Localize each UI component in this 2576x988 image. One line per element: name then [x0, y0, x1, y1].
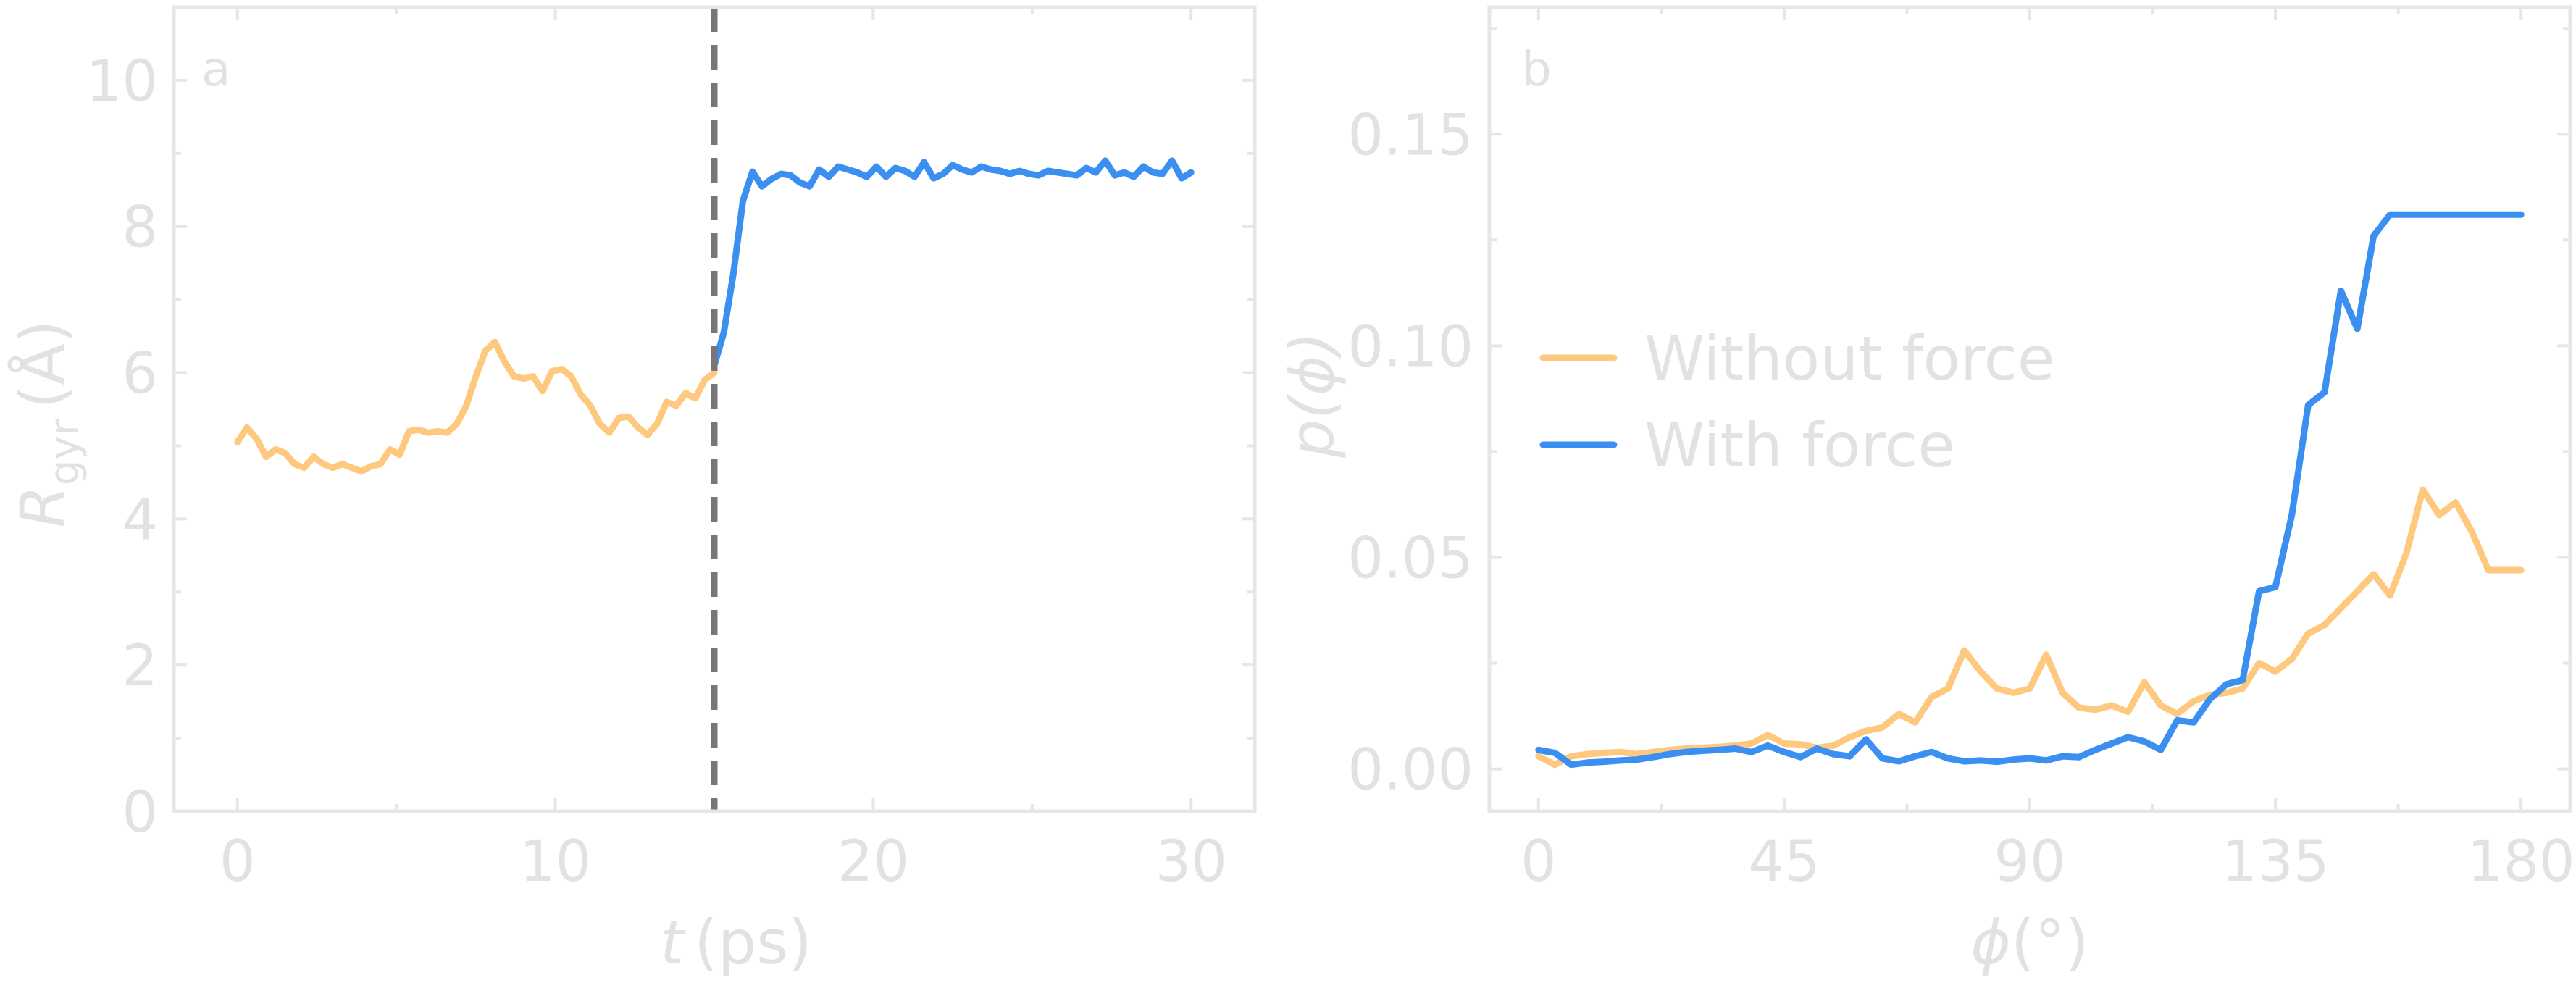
y-axis-unit: (Å)	[7, 319, 78, 409]
x-axis-unit: (ps)	[694, 907, 812, 978]
x-tick-label: 0	[219, 829, 256, 895]
panel-a-x-axis-label: t (ps)	[660, 907, 812, 978]
series-line-without-force	[1535, 486, 2525, 769]
y-axis-subscript: gyr	[41, 418, 88, 485]
legend: Without force With force	[1539, 323, 2055, 481]
panel-b-frame	[1487, 5, 2572, 813]
panel-a-frame	[172, 5, 1257, 813]
y-tick-label: 10	[86, 49, 158, 114]
panel-a-series	[234, 7, 1195, 811]
y-tick-label: 8	[122, 196, 158, 261]
panel-a-ticks: 0 10 20 30 0 2 4 6 8 10	[86, 7, 1255, 895]
y-axis-variable: R	[7, 485, 78, 527]
x-axis-variable: t	[660, 907, 686, 978]
y-tick-label: 0.05	[1347, 526, 1473, 591]
x-tick-label: 180	[2467, 829, 2575, 895]
panel-b-label: b	[1521, 41, 1552, 97]
x-tick-label: 45	[1748, 829, 1820, 895]
x-tick-label: 90	[1994, 829, 2065, 895]
panel-b-series	[1535, 211, 2525, 769]
panel-b-ticks: 0 45 90 135 180 0.00 0.05 0.10 0.15	[1347, 7, 2575, 895]
series-line-without-force	[234, 338, 718, 475]
x-tick-label: 0	[1521, 829, 1557, 895]
panel-b-y-axis-label: p(ϕ)	[1276, 332, 1347, 459]
panel-b-x-axis-label: ϕ(°)	[1971, 907, 2089, 978]
x-tick-label: 10	[519, 829, 591, 895]
panel-a: 0 10 20 30 0 2 4 6 8 10 a t (ps) Rgyr (Å)	[7, 5, 1257, 978]
panel-a-label: a	[201, 41, 230, 97]
y-tick-label: 0.00	[1347, 738, 1473, 803]
series-line-with-force	[711, 157, 1195, 369]
x-axis-variable: ϕ	[1971, 907, 2011, 978]
legend-label-without-force: Without force	[1644, 323, 2055, 394]
y-tick-label: 0.10	[1347, 314, 1473, 380]
legend-label-with-force: With force	[1644, 410, 1955, 481]
y-tick-label: 6	[122, 342, 158, 407]
x-tick-label: 20	[837, 829, 909, 895]
panel-a-y-axis-label: Rgyr (Å)	[7, 319, 88, 527]
y-tick-label: 4	[122, 487, 158, 553]
series-line-with-force	[1535, 211, 2525, 769]
x-tick-label: 30	[1155, 829, 1227, 895]
x-axis-unit: (°)	[2011, 907, 2089, 978]
y-tick-label: 0	[122, 780, 158, 845]
x-tick-label: 135	[2222, 829, 2330, 895]
y-tick-label: 0.15	[1347, 103, 1473, 168]
y-tick-label: 2	[122, 634, 158, 699]
